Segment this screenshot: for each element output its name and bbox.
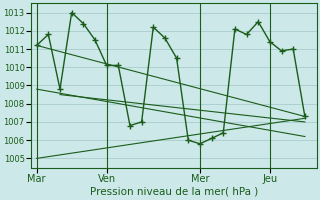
X-axis label: Pression niveau de la mer( hPa ): Pression niveau de la mer( hPa ) xyxy=(90,187,258,197)
